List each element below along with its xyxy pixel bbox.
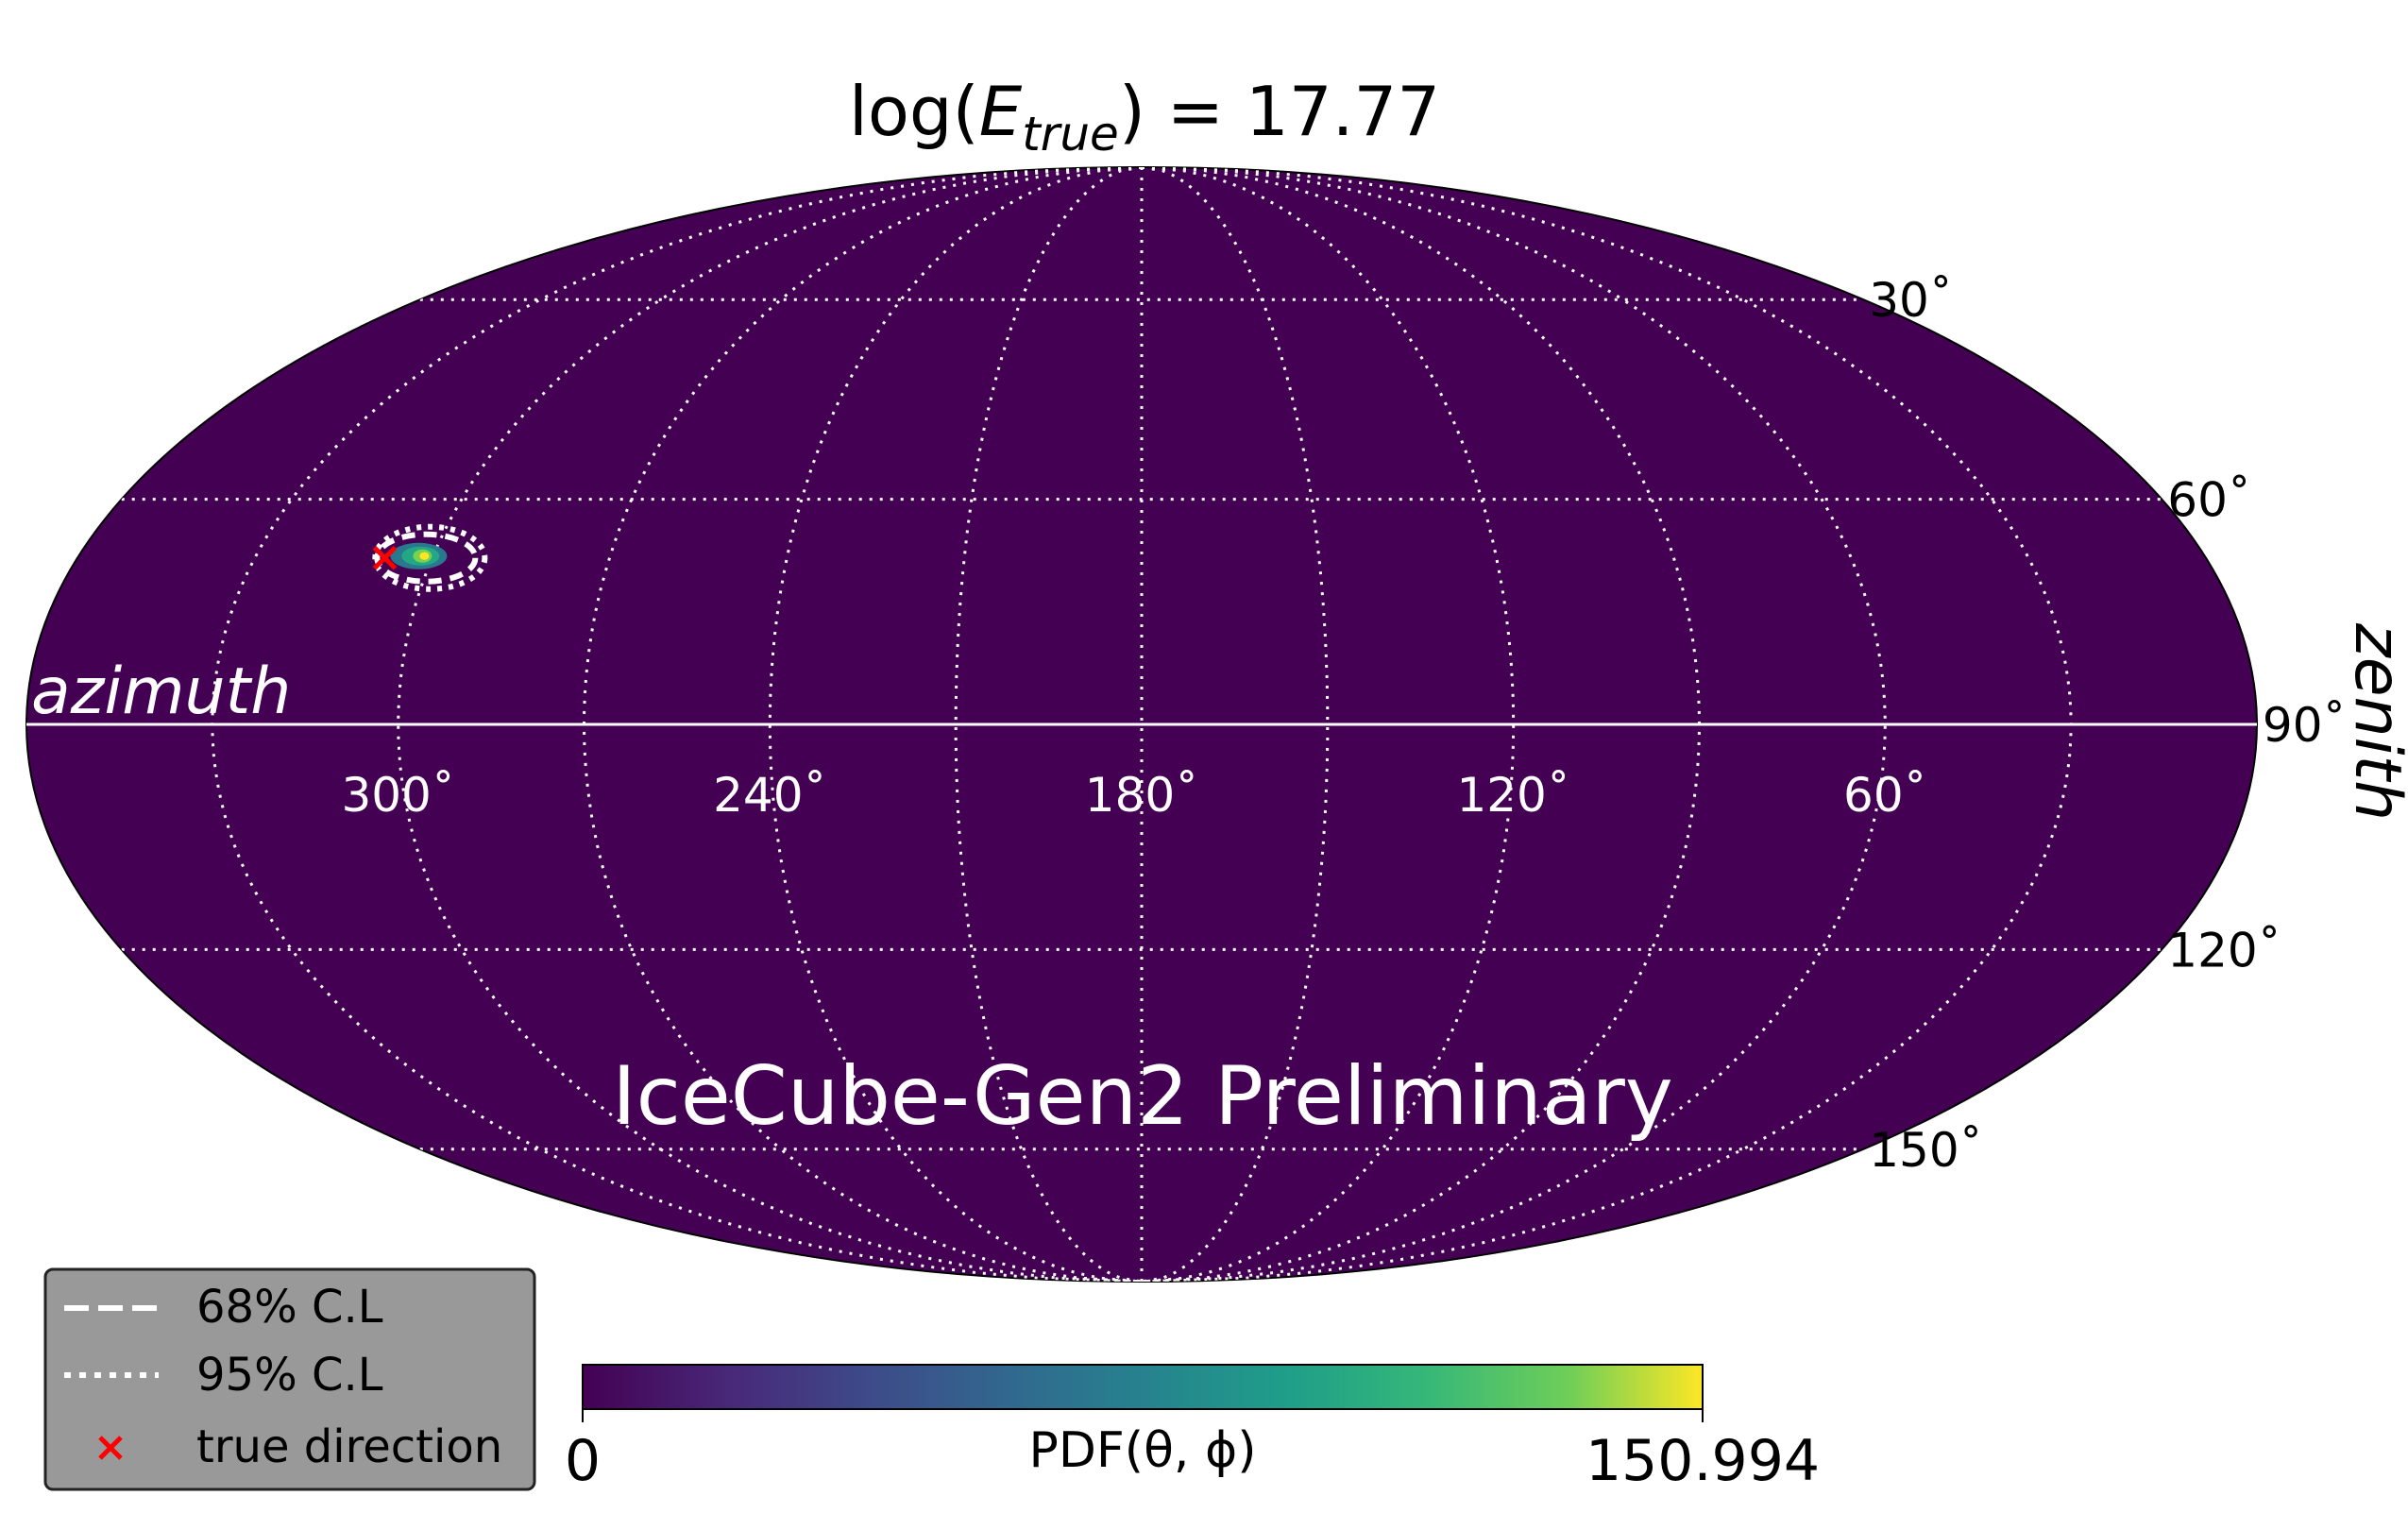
true-direction-x [372, 545, 398, 570]
pdf-hotspot [390, 542, 448, 570]
legend: 68% C.L 95% C.L true direction [43, 1267, 536, 1491]
true-direction-marker [372, 545, 398, 570]
zenith-tick-120: 120˚ [2167, 923, 2281, 978]
azimuth-tick-60: 60˚ [1843, 768, 1927, 823]
colorbar-min-label: 0 [565, 1428, 601, 1494]
confidence-contours [372, 523, 488, 592]
legend-x-marker [98, 1436, 123, 1460]
colorbar-label: PDF(θ, ϕ) [1028, 1422, 1256, 1479]
zenith-tick-60: 60˚ [2167, 473, 2251, 528]
chart-title: log(Etrue) = 17.77 [849, 72, 1440, 162]
zenith-tick-90: 90˚ [2263, 698, 2347, 753]
zenith-tick-labels: 30˚ 60˚ 90˚ 120˚ 150˚ [1869, 273, 2346, 1178]
meridian-210 [954, 167, 1143, 1282]
legend-box [43, 1267, 536, 1491]
contour-95 [372, 523, 488, 592]
watermark: IceCube-Gen2 Preliminary [612, 1049, 1673, 1144]
y-axis-label: zenith [2340, 622, 2408, 821]
azimuth-tick-120: 120˚ [1456, 768, 1569, 823]
azimuth-tick-180: 180˚ [1085, 768, 1198, 823]
azimuth-tick-labels: 300˚ 240˚ 180˚ 120˚ 60˚ [341, 768, 1926, 823]
colorbar-max-label: 150.994 [1586, 1428, 1820, 1494]
x-axis-label: azimuth [31, 654, 291, 729]
azimuth-tick-300: 300˚ [341, 768, 454, 823]
zenith-tick-30: 30˚ [1869, 273, 1953, 328]
legend-label-95: 95% C.L [196, 1349, 383, 1402]
legend-label-68: 68% C.L [196, 1281, 383, 1334]
colorbar: 0 150.994 PDF(θ, ϕ) [565, 1364, 1820, 1494]
colorbar-gradient [582, 1364, 1704, 1410]
legend-label-true-direction: true direction [196, 1420, 502, 1473]
zenith-tick-150: 150˚ [1869, 1123, 1982, 1178]
meridian-60 [1141, 167, 1887, 1282]
azimuth-tick-240: 240˚ [713, 768, 826, 823]
hotspot-level-3 [419, 552, 430, 560]
